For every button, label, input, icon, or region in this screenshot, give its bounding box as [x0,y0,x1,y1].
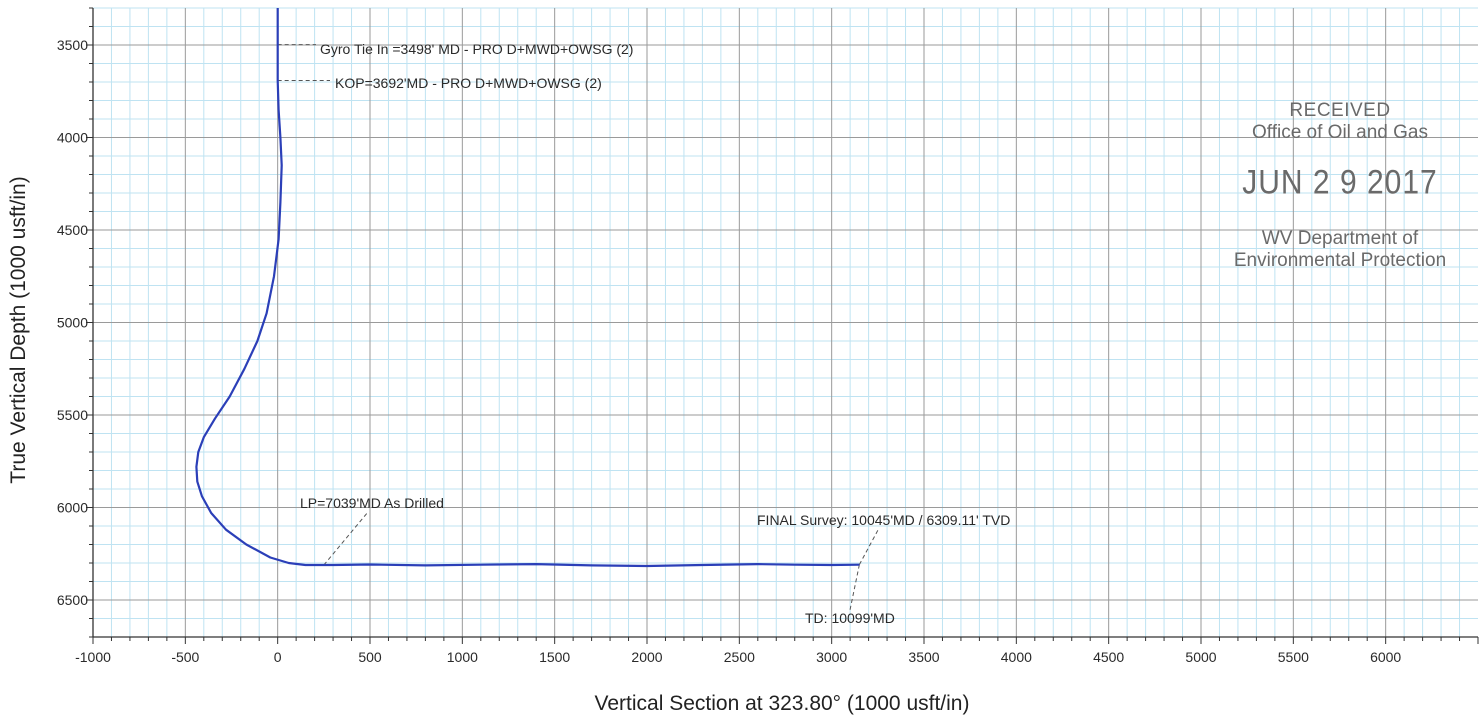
annotation-leaders [277,44,879,611]
y-tick-label: 3500 [57,37,88,53]
y-tick-label: 4500 [57,222,88,238]
stamp-office: Office of Oil and Gas [1251,122,1428,143]
x-tick-label: 3500 [908,649,939,665]
annotation-gyro-tie-in: Gyro Tie In =3498' MD - PRO D+MWD+OWSG (… [320,41,633,57]
well-trajectory-line [195,8,860,568]
received-stamp: RECEIVED Office of Oil and Gas JUN 2 9 2… [1195,100,1484,272]
x-tick-label: 0 [274,649,282,665]
x-tick-label: 4500 [1093,649,1124,665]
x-axis-title: Vertical Section at 323.80° (1000 usft/i… [595,692,970,715]
annotation-final-survey: FINAL Survey: 10045'MD / 6309.11' TVD [757,512,1010,528]
lp-leader-line [323,511,369,566]
y-tick-label: 5500 [57,407,88,423]
y-tick-label: 5000 [57,315,88,331]
major-grid [92,8,1478,637]
x-tick-label: 5500 [1278,649,1309,665]
x-tick-label: 1000 [447,649,478,665]
stamp-protection: Environmental Protection [1233,250,1447,271]
x-tick-label: 2000 [631,649,662,665]
x-tick-label: 1500 [539,649,570,665]
x-tick-label: 4000 [1001,649,1032,665]
y-axis-title: True Vertical Depth (1000 usft/in) [7,176,30,483]
x-tick-label: 2500 [724,649,755,665]
y-tick-label: 6000 [57,500,88,516]
stamp-received: RECEIVED [1289,100,1391,121]
x-tick-label: -500 [171,649,199,665]
stamp-date: JUN 2 9 2017 [1242,163,1438,202]
x-tick-label: 5000 [1185,649,1216,665]
ticks: -1000 -500 0 500 1000 1500 2000 2500 3000 3500 400… [57,37,1402,665]
annotation-kop: KOP=3692'MD - PRO D+MWD+OWSG (2) [335,75,602,91]
axes [86,7,1479,644]
td-leader-line [849,564,860,611]
x-tick-label: 500 [358,649,382,665]
stamp-department: WV Department of [1261,228,1419,249]
annotation-td: TD: 10099'MD [805,610,895,626]
x-tick-label: 6000 [1370,649,1401,665]
annotation-lp: LP=7039'MD As Drilled [300,495,444,511]
y-tick-label: 6500 [57,592,88,608]
y-tick-label: 4000 [57,130,88,146]
x-tick-label: 3000 [816,649,847,665]
x-tick-label: -1000 [75,649,111,665]
